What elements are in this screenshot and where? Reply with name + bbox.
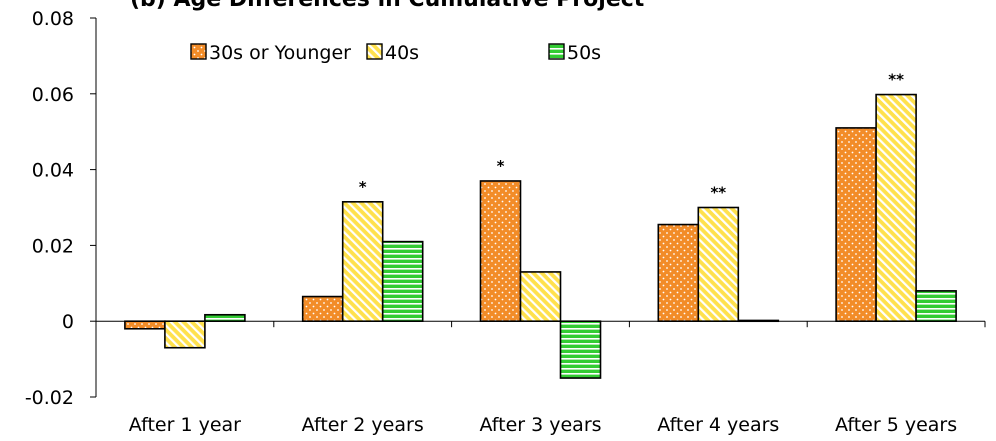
bar-50s-2 <box>381 240 424 322</box>
legend-label: 50s <box>567 42 601 64</box>
y-tick-label: 0 <box>62 311 74 333</box>
legend-item: 40s <box>366 42 419 64</box>
bar-40s-1 <box>164 320 206 349</box>
bar-40s-5 <box>875 93 917 322</box>
legend-item: 50s <box>548 42 601 64</box>
x-category-label: After 5 years <box>835 414 957 436</box>
bar-30s-or-younger-3 <box>479 180 522 322</box>
y-tick-label: 0.04 <box>32 160 74 182</box>
y-tick-label: -0.02 <box>25 387 74 409</box>
significance-marker: * <box>497 157 505 175</box>
legend-swatch <box>548 43 565 60</box>
bar-40s-4 <box>697 206 740 322</box>
y-tick-label: 0.06 <box>32 84 74 106</box>
legend-label: 40s <box>385 42 419 64</box>
y-tick-label: 0.02 <box>32 235 74 257</box>
x-category-label: After 2 years <box>302 414 424 436</box>
x-category-label: After 1 year <box>129 414 241 436</box>
legend-swatch <box>366 43 383 60</box>
bar-30s-or-younger-1 <box>124 320 166 330</box>
bar-40s-2 <box>341 201 384 323</box>
significance-marker: * <box>359 178 367 196</box>
bar-40s-3 <box>519 271 562 322</box>
bar-50s-5 <box>915 290 957 323</box>
bar-30s-or-younger-4 <box>657 223 700 322</box>
legend-label: 30s or Younger <box>209 42 351 64</box>
bar-50s-3 <box>559 320 602 379</box>
legend-swatch <box>190 43 207 60</box>
chart-title: (b) Age Differences in Cumulative Projec… <box>130 0 645 12</box>
significance-marker: ** <box>710 184 726 202</box>
bar-30s-or-younger-5 <box>835 127 877 322</box>
y-tick-label: 0.08 <box>32 8 74 30</box>
significance-marker: ** <box>888 71 904 89</box>
bar-30s-or-younger-2 <box>301 295 344 323</box>
x-category-label: After 3 years <box>479 414 601 436</box>
x-category-label: After 4 years <box>657 414 779 436</box>
bar-50s-4 <box>737 319 780 323</box>
bar-50s-1 <box>204 313 246 322</box>
legend-item: 30s or Younger <box>190 42 351 64</box>
